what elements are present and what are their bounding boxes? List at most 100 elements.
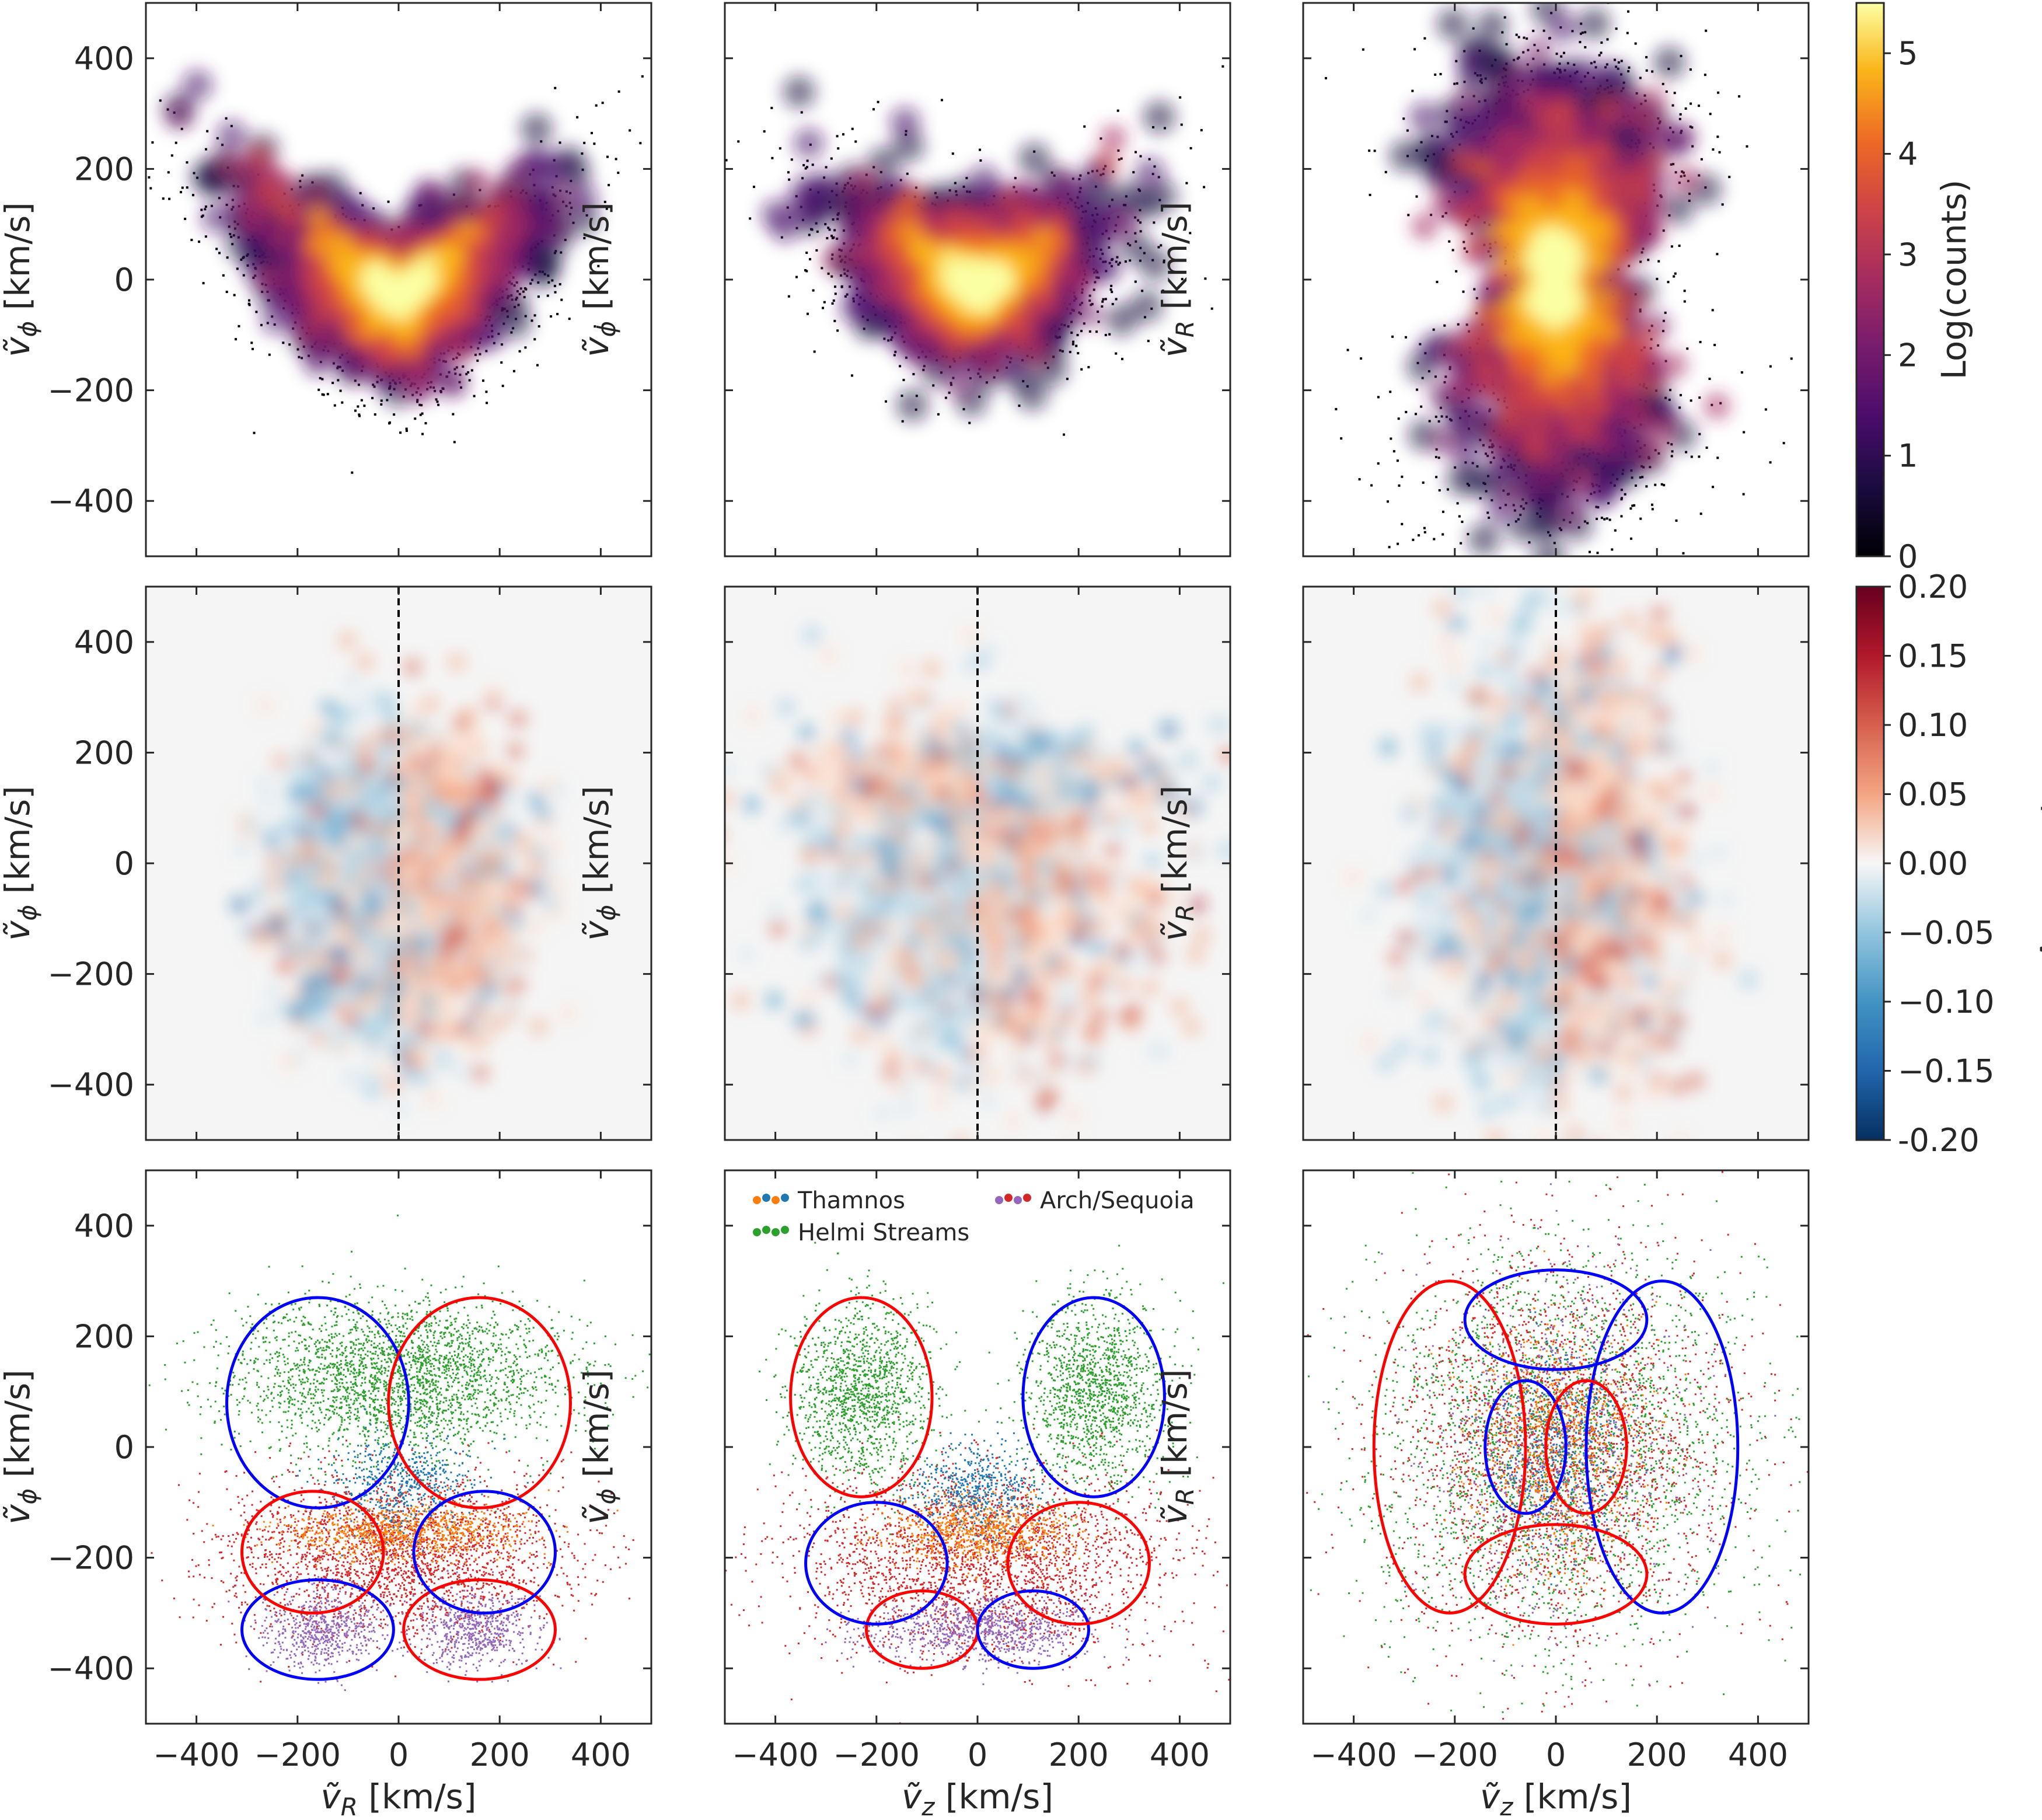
x-axis-label: ṽR [km/s]: [320, 1777, 476, 1820]
cluster-scatter: [1303, 1171, 1809, 1720]
x-tick-label: 400: [571, 1737, 631, 1773]
x-tick-label: 400: [1150, 1737, 1210, 1773]
colorbar-tick-label: 0: [1898, 538, 1918, 575]
y-axis-label: ṽϕ [km/s]: [0, 786, 42, 941]
y-tick-label: −200: [48, 956, 134, 993]
asymmetry-contours: [225, 1296, 572, 1681]
x-tick-label: 200: [1627, 1737, 1687, 1773]
colorbar-tick-label: 3: [1898, 236, 1918, 273]
panel-r1c0: −400 −200 0 200 400 ṽϕ [km/s]: [0, 585, 652, 1141]
plot-area: [146, 587, 651, 1140]
y-tick-label: 200: [74, 1318, 134, 1355]
plot-area: [1303, 3, 1809, 556]
legend-marker: [781, 1226, 789, 1234]
legend: Thamnos Arch/Sequoia Helmi Streams: [753, 1187, 1195, 1246]
legend-marker: [1014, 1196, 1022, 1204]
colorbar-tick-label: 0.20: [1898, 569, 1968, 605]
panel-r0c0: −400 −200 0 200 400 ṽϕ [km/s]: [0, 2, 652, 557]
y-axis-label: ṽϕ [km/s]: [577, 202, 621, 357]
asymmetry-contours: [1372, 1268, 1740, 1626]
sequoia-points: [825, 1580, 1165, 1685]
colorbar-gradient: [1856, 587, 1884, 1140]
plot-area: [146, 3, 651, 556]
legend-marker: [772, 1228, 780, 1236]
x-tick-label: 0: [1546, 1737, 1566, 1773]
legend-label: Helmi Streams: [798, 1219, 969, 1246]
y-axis-label: ṽϕ [km/s]: [0, 202, 42, 357]
colorbar-cb_asym: -0.20 −0.15 −0.10 −0.05 0.00 0.05 0.10 0.15 0.20…: [1855, 569, 2042, 1159]
y-tick-label: 200: [74, 734, 134, 771]
legend-entry: Helmi Streams: [753, 1219, 969, 1246]
thamnos-alt-points: [896, 1421, 1077, 1553]
y-axis-label: ṽϕ [km/s]: [577, 1369, 621, 1525]
y-tick-label: 200: [74, 151, 134, 187]
colorbar-tick-label: −0.10: [1898, 984, 1994, 1020]
panel-r1c2: ṽR [km/s]: [1155, 585, 1810, 1141]
legend-marker: [1004, 1194, 1013, 1202]
colorbar-tick-label: −0.15: [1898, 1053, 1994, 1090]
plot-area: [1303, 1170, 1809, 1724]
x-tick-label: −400: [732, 1737, 818, 1773]
plot-area: [725, 587, 1230, 1140]
x-tick-label: 0: [968, 1737, 987, 1773]
x-tick-label: −400: [1310, 1737, 1397, 1773]
legend-label: Thamnos: [797, 1187, 905, 1214]
y-tick-label: −200: [48, 1540, 134, 1577]
y-axis-label: ṽϕ [km/s]: [577, 786, 621, 941]
colorbar-tick-label: 0.10: [1898, 707, 1968, 744]
legend-marker: [772, 1196, 780, 1204]
y-axis-label: ṽR [km/s]: [1155, 785, 1199, 941]
legend-label: Arch/Sequoia: [1040, 1187, 1195, 1214]
y-tick-label: 0: [114, 262, 134, 298]
x-tick-label: 400: [1728, 1737, 1788, 1773]
plot-area: [1303, 587, 1809, 1140]
panel-r2c0: −400 −200 0 200 400 −400 −200 0 200 400 ṽϕ [km/s]…: [0, 1169, 652, 1820]
asymmetry-contours: [789, 1296, 1166, 1670]
plot-area: [146, 1170, 651, 1724]
colorbar-tick-label: 4: [1898, 136, 1918, 173]
x-tick-label: 0: [389, 1737, 409, 1773]
panel-r0c1: ṽϕ [km/s]: [577, 2, 1231, 557]
y-axis-label: ṽR [km/s]: [1155, 1369, 1199, 1525]
legend-marker: [1023, 1194, 1031, 1202]
density-heatmap: [725, 65, 1224, 436]
x-tick-label: −400: [153, 1737, 239, 1773]
legend-marker: [753, 1196, 761, 1204]
density-heatmap: [148, 69, 644, 474]
colorbar-tick-label: 1: [1898, 438, 1918, 475]
y-axis-label: ṽR [km/s]: [1155, 201, 1199, 357]
cluster-scatter: [146, 1214, 651, 1691]
legend-marker: [995, 1196, 1003, 1204]
y-tick-label: 400: [74, 1208, 134, 1244]
x-tick-label: 200: [1049, 1737, 1109, 1773]
legend-marker: [753, 1228, 761, 1236]
colorbar-cb_counts: 0 1 2 3 4 5 Log(counts): [1855, 2, 1974, 575]
plot-area: [725, 1170, 1230, 1724]
legend-marker: [762, 1194, 770, 1202]
asymmetry-heatmap: [725, 626, 1230, 1140]
x-tick-label: −200: [1412, 1737, 1498, 1773]
x-axis-label: ṽz [km/s]: [1480, 1777, 1632, 1820]
y-tick-label: −400: [48, 1066, 134, 1103]
panel-r2c1: −400 −200 0 200 400 ṽϕ [km/s] ṽz [km/s] Thamn…: [577, 1169, 1231, 1820]
asymmetry-heatmap: [231, 632, 577, 1118]
colorbar-tick-label: 0.15: [1898, 638, 1968, 675]
colorbar-tick-label: 2: [1898, 337, 1918, 374]
legend-entry: Thamnos: [753, 1187, 905, 1214]
legend-marker: [781, 1194, 789, 1202]
legend-marker: [762, 1226, 770, 1234]
x-axis-label: ṽz [km/s]: [902, 1777, 1053, 1820]
colorbar-tick-label: -0.20: [1898, 1122, 1980, 1159]
y-tick-label: 400: [74, 624, 134, 661]
density-heatmap: [1325, 3, 1793, 556]
y-axis-label: ṽϕ [km/s]: [0, 1369, 42, 1525]
sequoia-points: [228, 1570, 562, 1691]
y-tick-label: 0: [114, 845, 134, 882]
colorbar-tick-label: 0.05: [1898, 776, 1968, 813]
thamnos-points: [212, 1487, 619, 1567]
plot-background: [146, 1170, 651, 1724]
x-tick-label: −200: [254, 1737, 341, 1773]
y-tick-label: 400: [74, 40, 134, 77]
panel-r1c1: ṽϕ [km/s]: [577, 585, 1231, 1141]
